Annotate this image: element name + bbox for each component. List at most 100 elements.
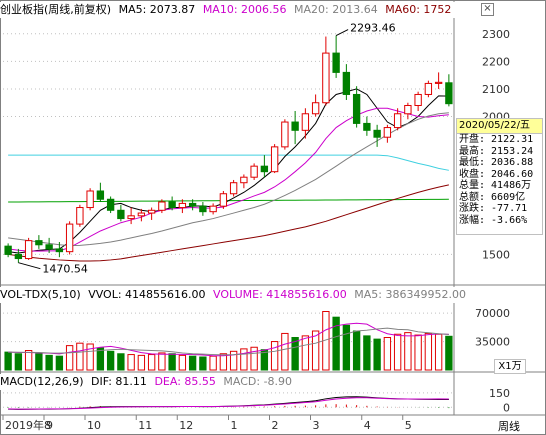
date-tick-label: 11 xyxy=(138,419,152,432)
date-tick-label: 10 xyxy=(87,419,101,432)
volume-bar xyxy=(352,330,361,371)
candle-up xyxy=(383,127,392,138)
high-annotation: 2293.46 xyxy=(350,22,396,35)
candle-down xyxy=(352,93,361,124)
candle-down xyxy=(35,240,43,246)
volume-bar xyxy=(188,355,197,371)
volume-value-legend: VOLUME: 414855616.00 xyxy=(213,288,347,301)
volume-bar xyxy=(219,353,228,371)
volume-bar xyxy=(250,346,258,371)
volume-bar xyxy=(209,355,217,371)
candle-down xyxy=(188,202,197,207)
candle-down xyxy=(291,121,299,131)
ma60-line xyxy=(8,184,449,262)
close-icon[interactable]: × xyxy=(481,3,494,16)
candle-down xyxy=(45,244,53,250)
volume-bar xyxy=(35,353,43,371)
volume-bar xyxy=(363,335,371,371)
volume-bar xyxy=(424,332,433,371)
candle-up xyxy=(311,102,320,115)
candle-up xyxy=(301,113,310,131)
volume-bar xyxy=(86,343,94,371)
date-tick-label: 9 xyxy=(46,419,53,432)
candle-down xyxy=(106,198,115,211)
candle-up xyxy=(147,209,156,214)
volume-bar xyxy=(158,352,166,371)
candle-up xyxy=(209,205,217,213)
info-date: 2020/05/22/五 xyxy=(457,119,542,134)
macd-tick-label: 0 xyxy=(503,401,510,414)
candle-down xyxy=(117,209,125,220)
candle-down xyxy=(14,253,23,260)
candle-down xyxy=(373,129,381,138)
volume-bar xyxy=(199,356,207,371)
macd-legend: MACD(12,26,9) DIF: 81.11 DEA: 85.55 MACD… xyxy=(0,374,297,390)
volume-tick-label: 70000 xyxy=(475,307,510,320)
ma20-legend: MA20: 2013.64 xyxy=(294,3,378,16)
candle-up xyxy=(219,193,228,207)
dea-line xyxy=(8,397,449,410)
ma10-line xyxy=(8,107,449,252)
candle-down xyxy=(4,245,12,255)
candle-up xyxy=(86,190,94,209)
candle-down xyxy=(96,190,105,200)
ma5-legend: MA5: 2073.87 xyxy=(118,3,196,16)
info-change-pct: 涨幅: -3.66% xyxy=(459,214,528,226)
candle-up xyxy=(76,207,84,225)
candle-up xyxy=(393,113,402,129)
macd-tick-label: 150 xyxy=(489,387,510,400)
volume-bar xyxy=(311,330,320,371)
info-change: 涨跌: -77.71 xyxy=(459,203,528,214)
volume-bar xyxy=(96,347,105,371)
ma5-line xyxy=(8,88,449,254)
high-pointer xyxy=(335,29,349,37)
chart-title: 创业板指(周线,前复权) xyxy=(0,3,112,16)
macd-title: MACD(12,26,9) xyxy=(0,375,84,388)
candle-up xyxy=(24,240,33,260)
info-high: 最高: 2153.24 xyxy=(459,145,534,157)
candle-up xyxy=(424,82,433,95)
volume-bar xyxy=(168,353,176,371)
candle-up xyxy=(127,215,135,220)
vol-title: VOL-TDX(5,10) xyxy=(0,288,81,301)
volume-bar xyxy=(4,351,12,371)
date-tick-label: 2019年8 xyxy=(5,418,51,432)
volume-bar xyxy=(373,338,381,371)
volume-bar xyxy=(147,354,156,371)
date-tick-label: 1 xyxy=(231,419,238,432)
volume-bar xyxy=(342,324,351,371)
candle-down xyxy=(342,71,351,95)
volume-bar xyxy=(127,354,135,371)
price-legend: 创业板指(周线,前复权) MA5: 2073.87 MA10: 2006.56 … xyxy=(0,2,456,18)
macd-value-legend: MACD: -8.90 xyxy=(223,375,293,388)
info-open: 开盘: 2122.31 xyxy=(459,134,534,145)
candle-up xyxy=(229,182,238,195)
volume-bar xyxy=(434,333,443,371)
volume-bar xyxy=(445,335,453,371)
candle-down xyxy=(445,82,453,105)
volume-bar xyxy=(393,333,402,371)
volume-bar xyxy=(383,337,392,371)
price-tick-label: 2300 xyxy=(482,28,510,41)
volume-bar xyxy=(270,341,279,371)
candle-up xyxy=(178,202,187,209)
volume-multiplier: X1万 xyxy=(494,359,526,374)
price-tick-label: 2200 xyxy=(482,55,510,68)
volume-bar xyxy=(301,335,310,371)
dea-legend: DEA: 85.55 xyxy=(154,375,216,388)
date-tick-label: 2 xyxy=(272,419,279,432)
info-amount: 总额: 6609亿 xyxy=(459,191,526,203)
volume-bar xyxy=(14,353,23,371)
date-tick-label: 4 xyxy=(364,419,371,432)
volume-bar xyxy=(106,350,115,371)
volume-bar xyxy=(76,342,84,371)
candle-down xyxy=(260,165,269,173)
candle-down xyxy=(363,122,371,131)
period-selector[interactable]: 周线 xyxy=(498,418,520,434)
candle-up xyxy=(240,176,248,184)
candle-up xyxy=(137,212,146,217)
volume-bar xyxy=(55,355,64,371)
candle-down xyxy=(168,201,176,209)
